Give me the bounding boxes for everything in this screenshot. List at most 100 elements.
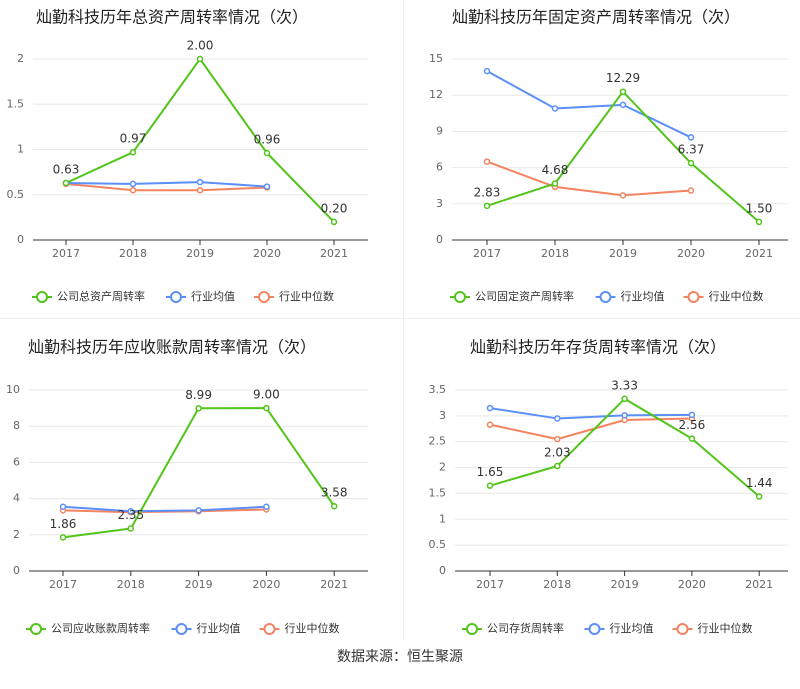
- series-line-industry_avg: [489, 407, 692, 420]
- legend-marker-company: [466, 623, 478, 635]
- y-tick-label: 2: [17, 52, 24, 65]
- x-tick-label: 2017: [476, 578, 504, 591]
- data-source-note: 数据来源：恒生聚源: [337, 649, 463, 665]
- data-point-company: [755, 493, 763, 500]
- data-point-company: [196, 55, 204, 63]
- chart-title: 灿勤科技历年总资产周转率情况（次）: [36, 8, 308, 27]
- data-point-company: [59, 534, 67, 541]
- y-tick-label: 12: [429, 88, 443, 101]
- y-tick-label: 2: [13, 528, 20, 541]
- legend-marker-industry_median: [263, 623, 276, 635]
- data-point-company: [62, 179, 70, 187]
- data-label: 1.65: [477, 465, 504, 479]
- x-tick-label: 2019: [186, 247, 214, 260]
- x-tick-label: 2019: [609, 247, 637, 260]
- data-label: 2.83: [474, 185, 501, 199]
- x-tick-label: 2020: [253, 247, 281, 260]
- legend-label-industry_median: 行业中位数: [279, 289, 334, 303]
- chart-title: 灿勤科技历年固定资产周转率情况（次）: [452, 8, 740, 27]
- data-label: 1.50: [746, 201, 773, 215]
- data-point-industry_avg: [619, 101, 627, 109]
- legend-marker-industry_median: [258, 291, 270, 303]
- data-point-industry_avg: [688, 411, 696, 419]
- data-point-industry_avg: [196, 178, 204, 186]
- y-tick-label: 0: [439, 564, 446, 577]
- data-point-industry_median: [129, 186, 137, 194]
- y-tick-label: 10: [6, 383, 20, 396]
- x-tick-label: 2021: [745, 247, 773, 260]
- data-point-industry_avg: [483, 67, 491, 75]
- data-point-company: [621, 395, 628, 403]
- y-tick-label: 0: [436, 233, 443, 246]
- y-tick-label: 4: [13, 492, 20, 505]
- y-tick-label: 1.5: [429, 486, 447, 499]
- y-tick-label: 1: [439, 512, 446, 525]
- data-point-company: [129, 148, 137, 156]
- data-label: 12.29: [606, 71, 640, 85]
- chart-title: 灿勤科技历年存货周转率情况（次）: [470, 338, 726, 357]
- y-tick-label: 3.5: [429, 383, 447, 396]
- series-line-company: [62, 407, 336, 539]
- vertical-divider: [403, 0, 404, 640]
- data-point-industry_avg: [554, 415, 561, 422]
- data-label: 2.00: [187, 39, 214, 53]
- x-tick-label: 2021: [745, 578, 773, 591]
- x-tick-label: 2018: [117, 578, 145, 591]
- data-point-company: [688, 435, 696, 442]
- data-label: 3.58: [321, 486, 348, 500]
- chart-title: 灿勤科技历年应收账款周转率情况（次）: [28, 338, 316, 357]
- y-tick-label: 0: [17, 233, 24, 246]
- data-point-company: [486, 482, 494, 489]
- x-tick-label: 2018: [119, 247, 147, 260]
- legend-marker-industry_median: [687, 291, 700, 303]
- x-tick-label: 2017: [49, 578, 77, 591]
- data-point-industry_avg: [551, 105, 559, 112]
- legend-marker-company: [30, 623, 42, 635]
- x-tick-label: 2017: [473, 247, 501, 260]
- legend-label-industry_avg: 行业均值: [197, 622, 241, 635]
- data-point-company: [195, 405, 202, 412]
- y-tick-label: 2: [439, 461, 446, 474]
- y-tick-label: 3: [436, 197, 443, 210]
- y-tick-label: 6: [436, 161, 443, 174]
- x-tick-label: 2021: [320, 578, 348, 591]
- series-line-company: [65, 58, 335, 223]
- legend-marker-industry_avg: [588, 623, 601, 635]
- series-line-industry_median: [65, 182, 268, 192]
- x-tick-label: 2018: [543, 578, 571, 591]
- series-line-industry_median: [486, 160, 692, 197]
- data-point-industry_avg: [263, 503, 270, 510]
- x-tick-label: 2020: [678, 578, 706, 591]
- data-label: 1.44: [746, 476, 773, 490]
- y-tick-label: 0.5: [429, 538, 447, 551]
- legend-marker-industry_median: [676, 623, 689, 635]
- data-point-industry_median: [483, 158, 491, 165]
- data-point-industry_median: [196, 186, 204, 194]
- legend-label-industry_median: 行业中位数: [285, 621, 340, 635]
- data-point-company: [755, 218, 763, 226]
- data-label: 0.63: [53, 162, 80, 176]
- legend-marker-industry_avg: [599, 291, 612, 303]
- legend-label-company: 公司固定资产周转率: [475, 289, 574, 303]
- horizontal-divider: [0, 318, 800, 319]
- data-point-industry_avg: [195, 507, 202, 514]
- series-line-industry_avg: [65, 181, 268, 188]
- y-tick-label: 8: [13, 419, 20, 432]
- x-tick-label: 2021: [320, 247, 348, 260]
- x-tick-label: 2019: [185, 578, 213, 591]
- y-tick-label: 0.5: [7, 188, 25, 201]
- data-point-industry_avg: [59, 503, 67, 510]
- legend-marker-company: [454, 291, 466, 303]
- data-point-industry_avg: [621, 412, 628, 419]
- data-point-company: [330, 502, 338, 510]
- x-tick-label: 2018: [541, 247, 569, 260]
- x-tick-label: 2020: [252, 578, 280, 591]
- data-label: 0.96: [254, 133, 281, 147]
- series-line-company: [486, 90, 760, 223]
- data-point-company: [127, 525, 135, 532]
- x-tick-label: 2017: [52, 247, 80, 260]
- y-tick-label: 2.5: [429, 435, 447, 448]
- data-point-company: [263, 149, 271, 157]
- data-point-company: [554, 462, 561, 470]
